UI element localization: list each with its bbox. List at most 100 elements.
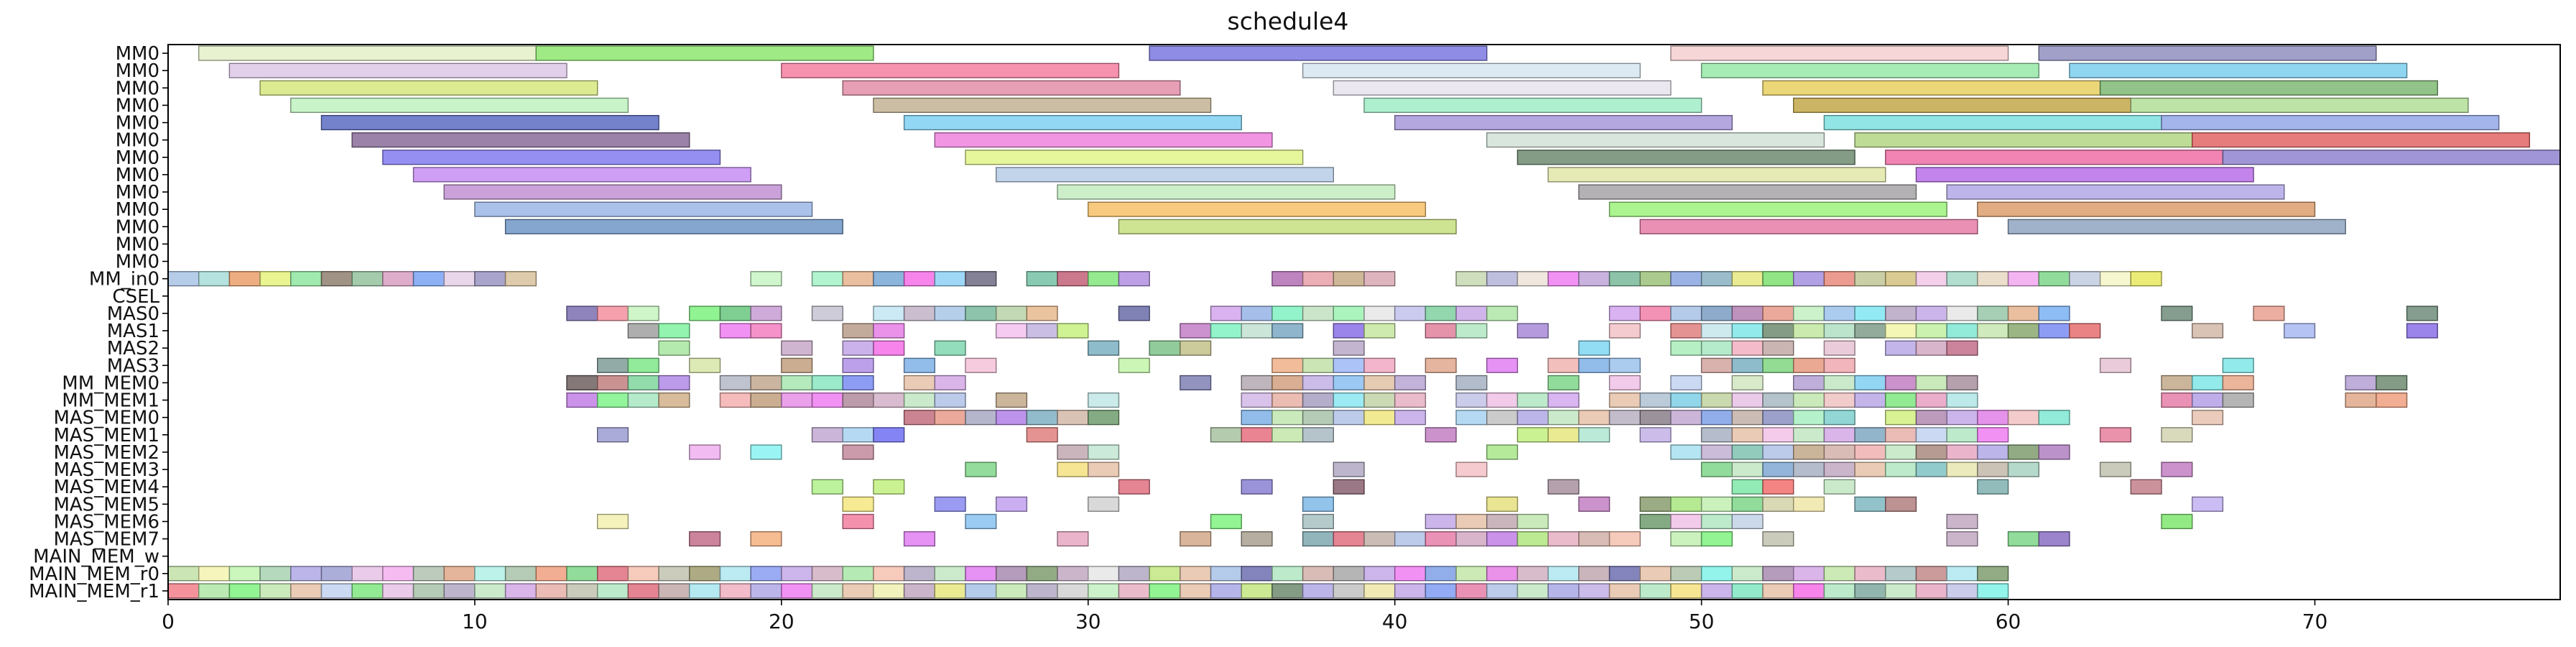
task-bar [719,306,751,321]
task-bar [1608,410,1641,426]
task-bar [965,462,997,477]
task-bar [1700,340,1733,356]
task-bar [903,271,936,287]
task-bar [1915,271,1947,287]
task-bar [1241,583,1273,599]
task-bar [198,271,231,287]
task-bar [689,566,721,582]
y-tick-label: MAS_MEM7 [53,529,159,551]
task-bar [1149,583,1181,599]
task-bar [1180,340,1212,356]
task-bar [1271,306,1304,321]
task-bar [1026,410,1058,426]
task-bar [903,583,936,599]
task-bar [596,566,629,582]
task-bar [1915,167,2254,183]
task-bar [1731,566,1764,582]
task-bar [1026,323,1058,339]
task-bar [167,583,200,599]
task-bar [1823,479,1855,495]
task-bar [1363,531,1396,547]
task-bar [1608,271,1641,287]
task-bar [1271,392,1304,408]
task-bar [1578,566,1611,582]
task-bar [290,566,323,582]
task-bar [1639,271,1672,287]
task-bar [1639,583,1672,599]
y-tick-label: MAS3 [107,355,159,377]
chart-title: schedule4 [1227,7,1349,35]
task-bar [1271,583,1304,599]
y-tick-label: MM0 [116,130,159,152]
task-bar [1977,566,2009,582]
task-bar [1210,583,1242,599]
task-bar [1762,392,1794,408]
task-bar [1455,462,1488,477]
task-bar [2345,375,2377,391]
task-bar [2191,392,2224,408]
task-bar [1762,462,1794,477]
task-bar [719,583,751,599]
task-bar [1670,583,1702,599]
task-bar [750,531,782,547]
task-bar [1731,427,1764,443]
task-bar [2130,271,2162,287]
task-bar [1731,513,1764,530]
task-bar [811,392,843,408]
task-bar [474,271,506,287]
task-bar [627,357,659,373]
task-bar [934,410,966,426]
task-bar [2007,444,2039,460]
task-bar [1608,201,1947,217]
task-bar [1762,427,1794,443]
task-bar [965,566,997,582]
task-bar [1088,392,1120,408]
task-bar [2099,357,2132,373]
task-bar [1792,444,1825,460]
y-tick-label: MM0 [116,252,159,273]
task-bar [1424,513,1457,530]
task-bar [627,306,659,321]
task-bar [2099,427,2132,443]
task-bar [873,479,905,495]
task-bar [1608,306,1641,321]
task-bar [1578,496,1611,512]
task-bar [443,583,476,599]
task-bar [1639,392,1672,408]
task-bar [1424,357,1457,373]
task-bar [1118,479,1150,495]
task-bar [1946,340,1978,356]
task-bar [1639,306,1672,321]
y-tick-label: MAS1 [107,321,159,342]
task-bar [1700,357,1733,373]
task-bar [1271,427,1304,443]
task-bar [903,392,936,408]
task-bar [2406,323,2438,339]
task-bar [689,583,721,599]
task-bar [1792,392,1825,408]
y-tick-label: MM_MEM1 [62,390,159,412]
task-bar [1088,201,1427,217]
task-bar [873,392,905,408]
task-bar [1302,513,1335,530]
task-bar [351,566,384,582]
task-bar [198,583,231,599]
task-bar [474,566,506,582]
task-bar [1547,479,1580,495]
task-bar [1547,410,1580,426]
task-bar [781,340,813,356]
task-bar [2161,306,2193,321]
task-bar [1302,583,1335,599]
task-bar [1823,444,1855,460]
task-bar [903,114,1242,131]
task-bar [1547,583,1580,599]
task-bar [1302,357,1335,373]
task-bar [965,410,997,426]
task-bar [1823,271,1855,287]
task-bar [1762,479,1794,495]
task-bar [1762,410,1794,426]
task-bar [903,531,936,547]
task-bar [1516,427,1549,443]
task-bar [2130,97,2469,114]
